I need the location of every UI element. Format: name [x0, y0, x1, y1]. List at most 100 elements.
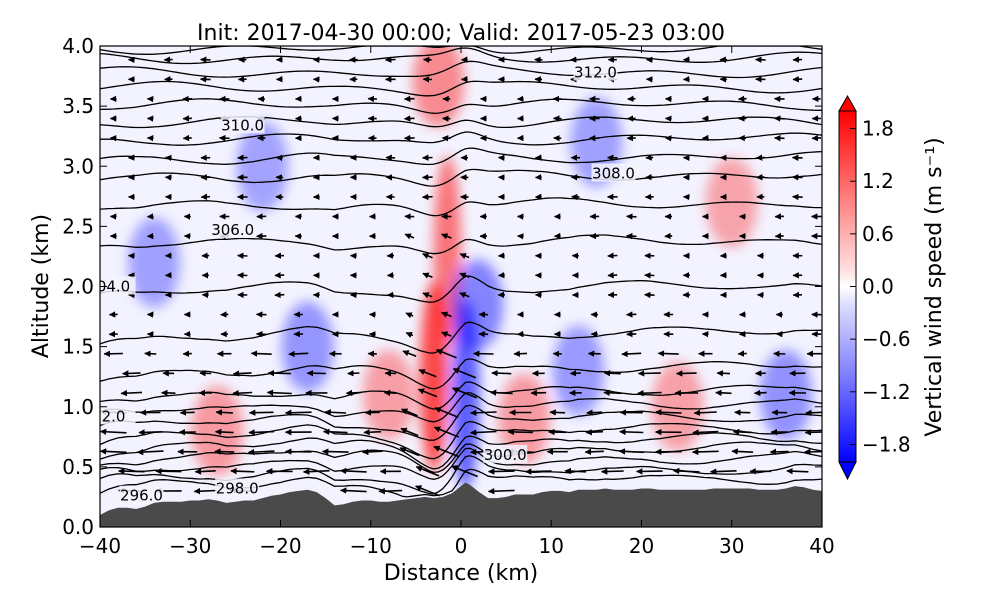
wind-arrow	[627, 216, 637, 217]
wind-arrow	[508, 432, 533, 433]
colorbar-extend-bottom	[839, 462, 856, 479]
wind-arrow	[238, 256, 248, 257]
wind-arrow	[491, 392, 513, 393]
y-tick-label: 0.0	[62, 515, 94, 539]
x-tick-label: −10	[350, 534, 392, 558]
x-tick-label: 0	[455, 534, 468, 558]
wind-arrow	[604, 393, 622, 394]
wind-arrow	[677, 373, 697, 374]
contour-label: 308.0	[592, 164, 635, 182]
wind-arrow	[622, 353, 641, 354]
y-tick-label: 1.5	[62, 335, 94, 359]
wind-arrow	[755, 393, 767, 394]
wind-arrow	[123, 373, 141, 374]
colorbar-tick-label: −1.8	[862, 432, 911, 456]
wind-arrow	[604, 373, 620, 374]
w-anomaly	[191, 386, 243, 476]
wind-arrow	[586, 432, 603, 433]
contour-label: 300.0	[484, 446, 527, 464]
wind-arrow	[608, 256, 618, 257]
wind-arrow	[656, 412, 682, 413]
y-tick-label: 1.0	[62, 395, 94, 419]
colorbar-tick-label: 0.0	[862, 275, 894, 299]
wind-arrow	[774, 354, 786, 355]
colorbar-tick-label: −0.6	[862, 327, 911, 351]
colorbar-tick-label: 1.2	[862, 169, 894, 193]
colorbar-extend-top	[839, 96, 856, 111]
wind-arrow	[602, 471, 624, 472]
wind-arrow	[121, 392, 142, 393]
wind-arrow	[201, 79, 211, 80]
wind-arrow	[249, 432, 274, 433]
contour-label: 2.0	[102, 407, 126, 425]
wind-arrow	[275, 295, 284, 296]
wind-arrow	[162, 393, 176, 394]
colorbar-tick-label: 1.8	[862, 117, 894, 141]
wind-arrow	[325, 412, 346, 413]
y-tick-label: 3.5	[62, 94, 94, 118]
y-tick-label: 2.0	[62, 275, 94, 299]
wind-arrow	[770, 452, 788, 453]
wind-arrow	[717, 373, 730, 374]
colorbar-tick-label: 0.6	[862, 222, 894, 246]
chart-title: Init: 2017-04-30 00:00; Valid: 2017-05-2…	[197, 21, 725, 46]
contour-label: 296.0	[120, 487, 163, 505]
wind-arrow	[231, 471, 254, 472]
contour-label: 312.0	[574, 63, 617, 81]
wind-arrow	[732, 451, 753, 452]
wind-arrow	[565, 471, 586, 472]
wind-arrow	[711, 471, 737, 472]
wind-arrow	[734, 432, 752, 433]
wind-arrow	[250, 412, 274, 413]
wind-arrow	[348, 373, 360, 374]
y-tick-label: 4.0	[62, 34, 94, 58]
w-anomaly	[451, 260, 503, 350]
wind-arrow	[492, 373, 511, 374]
wind-arrow	[156, 471, 181, 472]
wind-arrow	[474, 354, 494, 355]
wind-arrow	[347, 393, 361, 394]
wind-arrow	[585, 451, 604, 452]
wind-arrow	[323, 451, 349, 452]
x-tick-label: −30	[169, 534, 211, 558]
x-tick-label: 40	[809, 534, 834, 558]
wind-arrow	[364, 432, 381, 433]
wind-arrow	[514, 353, 527, 354]
wind-arrow	[119, 471, 145, 472]
y-tick-label: 2.5	[62, 214, 94, 238]
wind-arrow	[627, 334, 637, 335]
wind-arrow	[471, 412, 497, 413]
wind-arrow	[286, 452, 312, 453]
w-anomaly	[282, 302, 334, 392]
wind-arrow	[693, 451, 719, 452]
y-tick-label: 3.0	[62, 154, 94, 178]
wind-arrow	[384, 393, 396, 394]
wind-arrow	[716, 393, 732, 394]
wind-arrow	[180, 412, 194, 413]
wind-arrow	[405, 118, 415, 119]
x-tick-label: 10	[539, 534, 564, 558]
wind-arrow	[324, 432, 348, 433]
wind-arrow	[268, 373, 291, 374]
wind-arrow	[526, 471, 552, 472]
wind-arrow	[216, 412, 233, 413]
wind-arrow	[289, 353, 308, 354]
y-axis-label: Altitude (km)	[29, 214, 54, 358]
wind-arrow	[489, 471, 515, 472]
x-axis-label: Distance (km)	[384, 561, 539, 586]
wind-arrow	[234, 373, 252, 374]
wind-arrow	[694, 412, 717, 413]
wind-arrow	[139, 432, 162, 433]
wind-arrow	[805, 452, 829, 453]
x-tick-label: 20	[629, 534, 654, 558]
wind-arrow	[145, 353, 157, 354]
w-anomaly	[552, 326, 604, 416]
wind-arrow	[215, 451, 234, 452]
wind-arrow	[805, 432, 828, 433]
wind-arrow	[423, 197, 433, 198]
contour-label: 310.0	[221, 116, 264, 134]
w-anomaly	[760, 350, 812, 440]
w-anomaly	[363, 350, 415, 440]
